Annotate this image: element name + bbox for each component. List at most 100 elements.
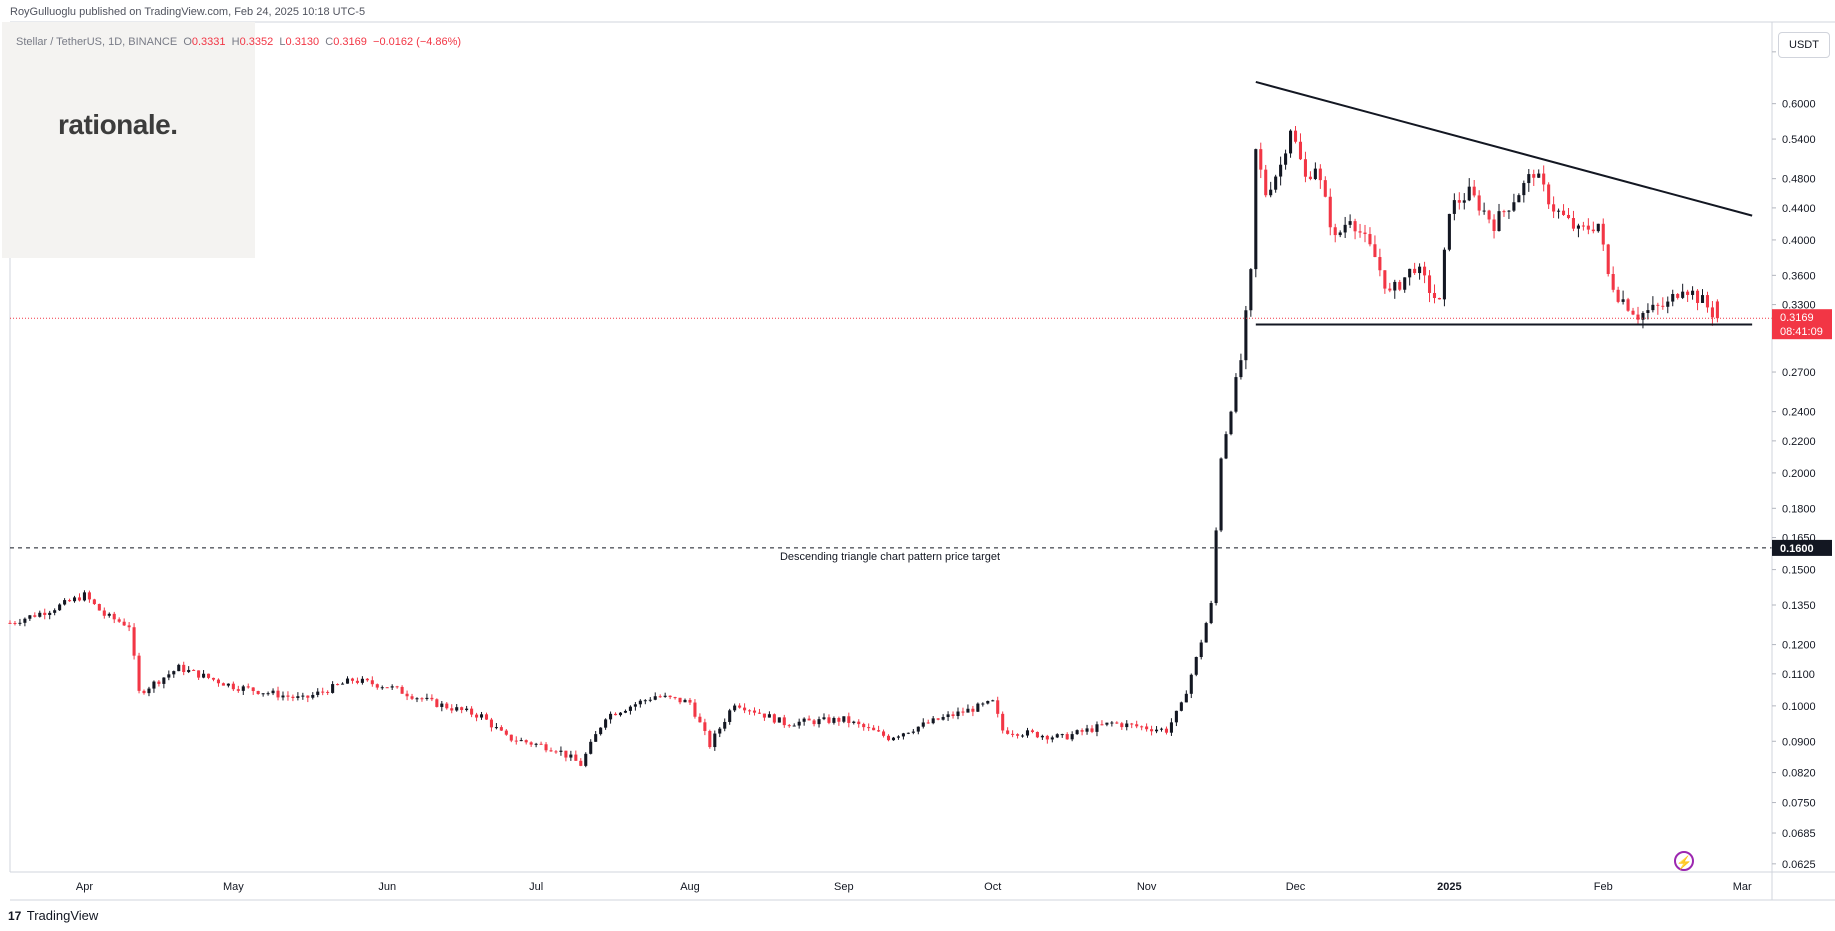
candle-body xyxy=(762,713,766,718)
candle-body xyxy=(1552,204,1556,212)
y-tick-label: 0.3300 xyxy=(1782,300,1816,312)
candle-body xyxy=(723,721,727,729)
close-label: C xyxy=(325,36,334,48)
candle-body xyxy=(455,707,459,711)
candle-body xyxy=(316,691,320,695)
candle-body xyxy=(375,684,379,688)
low-label: L xyxy=(279,36,286,48)
candle-body xyxy=(1125,723,1129,728)
currency-unit-button[interactable]: USDT xyxy=(1778,32,1830,58)
candle-body xyxy=(1338,232,1342,236)
candle-body xyxy=(1378,257,1382,271)
candle-body xyxy=(385,687,389,689)
candle-body xyxy=(802,718,806,722)
tradingview-footer[interactable]: 17 TradingView xyxy=(8,908,98,923)
candle-body xyxy=(336,684,340,686)
candle-body xyxy=(896,736,900,738)
candle-body xyxy=(1184,693,1188,703)
y-tick-label: 0.1000 xyxy=(1782,701,1816,713)
y-tick-label: 0.4000 xyxy=(1782,235,1816,247)
candle-body xyxy=(68,600,72,602)
candle-body xyxy=(539,743,543,745)
x-tick-label: 2025 xyxy=(1437,881,1461,893)
high-label: H xyxy=(231,36,240,48)
countdown-label: 08:41:09 xyxy=(1780,326,1823,338)
y-tick-label: 0.1200 xyxy=(1782,640,1816,652)
candle-body xyxy=(430,697,434,700)
candle-body xyxy=(718,728,722,734)
candle-body xyxy=(216,679,221,684)
candle-body xyxy=(1676,294,1680,298)
candle-body xyxy=(1229,411,1233,435)
candle-body xyxy=(1353,221,1357,232)
candle-body xyxy=(1393,281,1397,291)
candle-body xyxy=(1358,231,1362,233)
candle-body xyxy=(345,678,350,684)
close-value: 0.3169 xyxy=(333,36,367,48)
x-tick-label: Aug xyxy=(680,881,700,893)
candle-body xyxy=(618,712,623,716)
candle-body xyxy=(1323,180,1327,197)
candle-body xyxy=(1219,458,1223,531)
target-price-label: 0.1600 xyxy=(1780,543,1814,555)
alerts-bolt-icon[interactable]: ⚡ xyxy=(1674,851,1694,871)
symbol-legend: Stellar / TetherUS, 1D, BINANCE O0.3331 … xyxy=(16,36,461,48)
candle-body xyxy=(1100,724,1104,726)
candle-body xyxy=(296,696,300,698)
candle-body xyxy=(673,697,677,699)
candle-body xyxy=(202,673,206,678)
candle-body xyxy=(1581,225,1585,227)
candle-body xyxy=(877,730,881,732)
candle-body xyxy=(1150,729,1154,732)
candle-body xyxy=(122,621,126,626)
candle-body xyxy=(82,592,86,601)
candle-body xyxy=(1110,722,1114,724)
candle-body xyxy=(812,720,816,725)
candle-body xyxy=(1388,288,1392,291)
candle-body xyxy=(365,678,369,681)
candle-body xyxy=(1656,304,1660,306)
candle-body xyxy=(1373,244,1377,258)
high-value: 0.3352 xyxy=(239,36,274,48)
candle-body xyxy=(688,699,692,703)
candle-body xyxy=(658,696,662,698)
candle-body xyxy=(1080,730,1084,732)
y-tick-label: 0.0900 xyxy=(1782,736,1816,748)
candle-body xyxy=(1264,169,1268,196)
candle-body xyxy=(663,695,667,697)
candle-body xyxy=(479,714,484,718)
candle-body xyxy=(1065,734,1069,740)
candle-body xyxy=(1383,270,1387,289)
candle-body xyxy=(1214,530,1218,604)
candle-body xyxy=(63,600,67,605)
candle-body xyxy=(1020,735,1025,737)
candle-body xyxy=(256,691,260,694)
candle-body xyxy=(1303,159,1307,177)
candle-body xyxy=(956,711,960,717)
candle-body xyxy=(1368,234,1372,245)
candle-body xyxy=(132,627,136,656)
candle-body xyxy=(886,735,891,741)
candle-body xyxy=(206,673,211,678)
candle-body xyxy=(177,664,181,672)
candle-body xyxy=(728,710,732,722)
rationale-logo: rationale. xyxy=(58,109,178,140)
candle-body xyxy=(1279,164,1283,177)
candle-body xyxy=(713,733,717,748)
candle-body xyxy=(1318,168,1322,181)
candle-body xyxy=(1249,269,1253,311)
candle-body xyxy=(1179,702,1183,711)
candle-body xyxy=(1169,722,1173,733)
candle-body xyxy=(1661,305,1665,307)
candle-body xyxy=(1045,735,1049,740)
x-tick-label: Mar xyxy=(1733,881,1752,893)
candle-body xyxy=(355,680,359,683)
candle-body xyxy=(1427,275,1432,293)
candle-body xyxy=(1408,268,1412,278)
candle-body xyxy=(1363,232,1367,235)
candle-body xyxy=(1631,310,1635,315)
y-tick-label: 0.0685 xyxy=(1782,828,1816,840)
candle-body xyxy=(1135,724,1139,727)
